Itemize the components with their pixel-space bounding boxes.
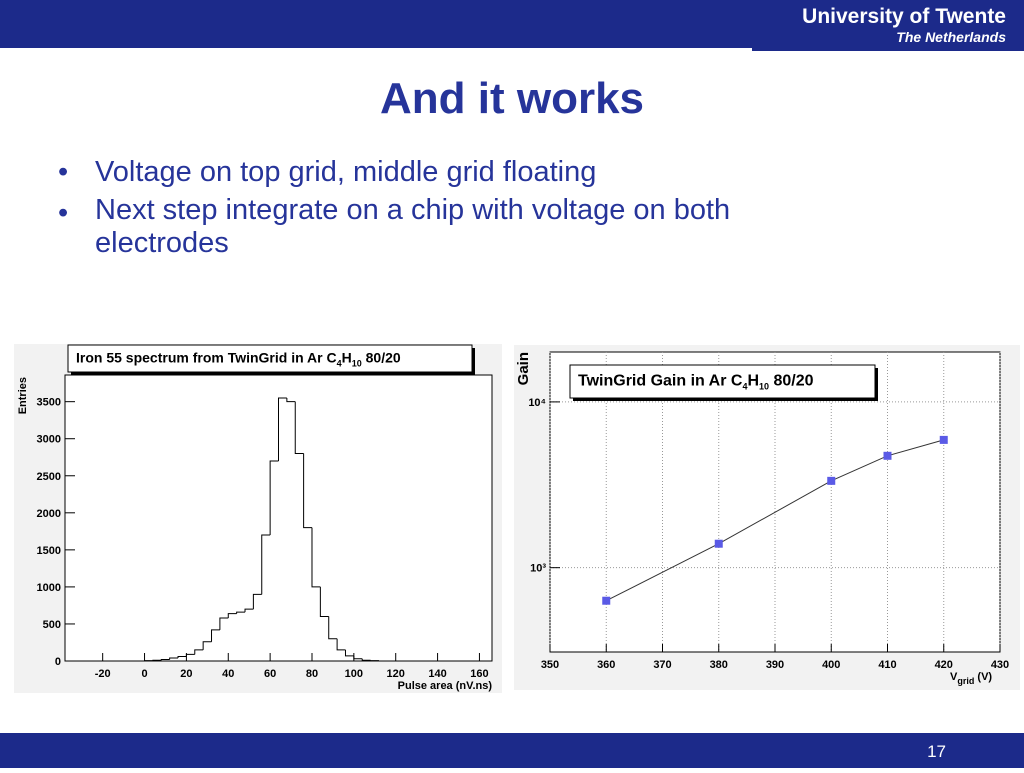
- y-tick-label: 500: [43, 619, 61, 631]
- chart-title-part: 80/20: [769, 373, 814, 390]
- logo-line: University of Twente: [802, 5, 1006, 28]
- x-tick-label: 360: [597, 659, 615, 671]
- x-tick-label: -20: [95, 668, 111, 680]
- x-tick-label: 410: [878, 659, 896, 671]
- bullet-wrap: Next step integrate on a chip with volta…: [95, 194, 895, 274]
- chart-title-part: Iron 55 spectrum from TwinGrid in Ar C: [76, 350, 337, 366]
- bullet: Next step integrate on a chip with volta…: [95, 194, 865, 260]
- y-tick-label: 2000: [37, 508, 61, 520]
- x-tick-label: 40: [222, 668, 234, 680]
- slide-title: And it works: [380, 74, 644, 123]
- x-tick-label: 420: [935, 659, 953, 671]
- data-point: [827, 477, 835, 485]
- data-point: [715, 540, 723, 548]
- x-axis-label: Pulse area (nV.ns): [398, 680, 493, 692]
- y-tick-label: 10³: [530, 563, 546, 575]
- y-tick-label: 10⁴: [528, 397, 546, 409]
- x-axis-label-part: grid: [957, 676, 974, 686]
- chart-title-part: H: [342, 350, 352, 366]
- bullet-marker: •: [58, 197, 68, 229]
- chart-title-part: 10: [759, 382, 769, 392]
- chart-title-part: TwinGrid Gain in Ar C: [578, 373, 743, 390]
- x-tick-label: 430: [991, 659, 1009, 671]
- page-number: 17: [927, 742, 946, 761]
- x-tick-label: 80: [306, 668, 318, 680]
- data-point: [940, 436, 948, 444]
- x-tick-label: 20: [180, 668, 192, 680]
- y-tick-label: 3500: [37, 397, 61, 409]
- header-accent: [752, 48, 1024, 51]
- x-tick-label: 100: [345, 668, 363, 680]
- chart-title-part: 80/20: [362, 350, 401, 366]
- data-point: [884, 452, 892, 460]
- x-tick-label: 140: [428, 668, 446, 680]
- logo-line: The Netherlands: [896, 29, 1006, 45]
- x-tick-label: 60: [264, 668, 276, 680]
- bullet: Voltage on top grid, middle grid floatin…: [95, 156, 596, 188]
- x-tick-label: 390: [766, 659, 784, 671]
- y-tick-label: 1500: [37, 545, 61, 557]
- bullet-marker: •: [58, 156, 68, 188]
- x-tick-label: 400: [822, 659, 840, 671]
- x-tick-label: 120: [387, 668, 405, 680]
- y-tick-label: 2500: [37, 471, 61, 483]
- x-axis-label-part: (V): [974, 671, 992, 683]
- y-tick-label: 1000: [37, 582, 61, 594]
- y-axis-label: Entries: [17, 377, 29, 414]
- y-axis-label: Gain: [515, 352, 532, 385]
- chart-title-part: 10: [352, 359, 362, 369]
- x-tick-label: 350: [541, 659, 559, 671]
- x-tick-label: 380: [710, 659, 728, 671]
- x-tick-label: 160: [470, 668, 488, 680]
- data-point: [602, 597, 610, 605]
- x-tick-label: 370: [653, 659, 671, 671]
- footer-bar: [0, 733, 1024, 768]
- y-tick-label: 3000: [37, 434, 61, 446]
- y-tick-label: 0: [55, 656, 61, 668]
- x-tick-label: 0: [141, 668, 147, 680]
- chart-title-part: H: [747, 373, 759, 390]
- chart-title: TwinGrid Gain in Ar C4H10 80/20: [578, 373, 814, 392]
